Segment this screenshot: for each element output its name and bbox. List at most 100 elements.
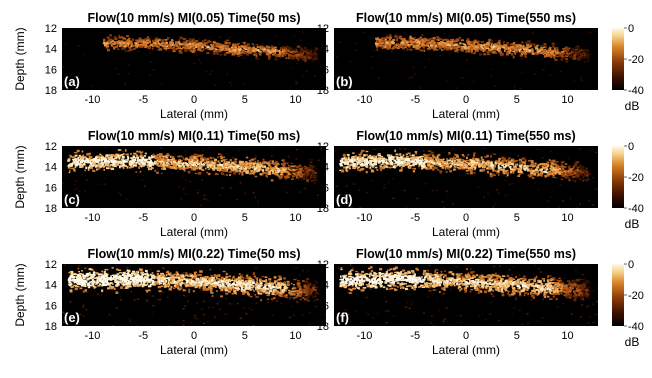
panel-b: Flow(10 mm/s) MI(0.05) Time(550 ms) (b) 12… (285, 11, 598, 121)
y-tick-label: 14 (317, 280, 329, 292)
vessel-band (62, 28, 319, 90)
panel-label: (a) (64, 74, 80, 89)
colorbar-unit-label: dB (625, 217, 640, 231)
x-tick-label: -10 (85, 94, 101, 106)
panel-title: Flow(10 mm/s) MI(0.05) Time(550 ms) (356, 11, 576, 25)
colorbar-tick-label: -40 (628, 321, 644, 333)
colorbar-scale (612, 146, 624, 208)
x-tick-label: 5 (242, 212, 248, 224)
y-tick-label: 18 (317, 321, 329, 333)
colorbar-3: 0 -20 -40 dB (612, 259, 644, 349)
panel-a: Flow(10 mm/s) MI(0.05) Time(50 ms) (a) 12 1… (13, 11, 326, 121)
y-tick-label: 16 (317, 64, 329, 76)
y-tick-label: 14 (317, 44, 329, 56)
x-tick-label: -10 (85, 330, 101, 342)
y-axis-label: Depth (mm) (285, 263, 299, 326)
x-tick-label: 5 (514, 94, 520, 106)
panel-label: (c) (64, 192, 80, 207)
y-axis-label: Depth (mm) (13, 27, 27, 90)
x-axis-label: Lateral (mm) (160, 343, 228, 357)
colorbar-tick-label: 0 (628, 23, 634, 35)
y-tick-label: 18 (317, 85, 329, 97)
panel-e: Flow(10 mm/s) MI(0.22) Time(50 ms) (e) 12 1… (13, 247, 326, 357)
x-tick-label: 10 (561, 94, 573, 106)
colorbar-1: 0 -20 -40 dB (612, 23, 644, 113)
x-tick-label: -10 (85, 212, 101, 224)
y-tick-label: 12 (45, 141, 57, 153)
y-tick-label: 14 (45, 44, 57, 56)
y-axis-label: Depth (mm) (13, 145, 27, 208)
colorbar-tick-label: 0 (628, 259, 634, 271)
y-axis-label: Depth (mm) (285, 145, 299, 208)
colorbar-scale (612, 264, 624, 326)
x-axis-label: Lateral (mm) (160, 225, 228, 239)
y-tick-label: 18 (317, 203, 329, 215)
y-tick-label: 16 (45, 182, 57, 194)
y-tick-label: 16 (45, 64, 57, 76)
x-tick-label: -5 (138, 94, 148, 106)
x-tick-label: 0 (463, 212, 469, 224)
x-tick-label: -5 (410, 330, 420, 342)
y-tick-label: 12 (317, 23, 329, 35)
panel-title: Flow(10 mm/s) MI(0.22) Time(50 ms) (87, 247, 300, 261)
x-tick-label: 0 (191, 212, 197, 224)
y-tick-label: 16 (317, 300, 329, 312)
x-tick-label: -5 (410, 212, 420, 224)
panel-label: (e) (64, 310, 80, 325)
panel-title: Flow(10 mm/s) MI(0.11) Time(550 ms) (356, 129, 575, 143)
x-tick-label: 5 (242, 330, 248, 342)
x-tick-label: 0 (191, 330, 197, 342)
x-axis-label: Lateral (mm) (432, 107, 500, 121)
x-tick-label: 0 (191, 94, 197, 106)
y-tick-label: 14 (45, 280, 57, 292)
x-tick-label: 10 (561, 330, 573, 342)
panel-d: Flow(10 mm/s) MI(0.11) Time(550 ms) (d) 12… (285, 129, 598, 239)
x-axis-label: Lateral (mm) (432, 343, 500, 357)
x-axis-label: Lateral (mm) (160, 107, 228, 121)
vessel-band (334, 147, 598, 208)
y-tick-label: 12 (45, 23, 57, 35)
colorbar-tick-label: -20 (628, 290, 644, 302)
panel-title: Flow(10 mm/s) MI(0.22) Time(550 ms) (356, 247, 576, 261)
y-tick-label: 12 (45, 259, 57, 271)
x-tick-label: -5 (138, 330, 148, 342)
panel-label: (f) (336, 310, 349, 325)
x-axis-label: Lateral (mm) (432, 225, 500, 239)
x-tick-label: -10 (357, 94, 373, 106)
y-axis-label: Depth (mm) (13, 263, 27, 326)
colorbar-scale (612, 28, 624, 90)
x-tick-label: -5 (410, 94, 420, 106)
panel-label: (b) (336, 74, 353, 89)
image-area (334, 28, 598, 90)
x-tick-label: 10 (289, 212, 301, 224)
panel-f: Flow(10 mm/s) MI(0.22) Time(550 ms) (f) 12… (285, 247, 598, 357)
y-tick-label: 18 (45, 85, 57, 97)
image-area (334, 146, 598, 208)
y-tick-label: 16 (45, 300, 57, 312)
colorbar-tick-label: -40 (628, 85, 644, 97)
x-tick-label: 0 (463, 330, 469, 342)
colorbar-tick-label: -40 (628, 203, 644, 215)
colorbar-unit-label: dB (625, 99, 640, 113)
y-tick-label: 12 (317, 141, 329, 153)
x-tick-label: 10 (289, 94, 301, 106)
x-tick-label: -10 (357, 212, 373, 224)
vessel-band (62, 264, 326, 326)
vessel-band (62, 146, 326, 206)
x-tick-label: 10 (561, 212, 573, 224)
y-tick-label: 14 (45, 162, 57, 174)
vessel-band (336, 264, 598, 326)
panel-label: (d) (336, 192, 353, 207)
colorbar-tick-label: 0 (628, 141, 634, 153)
x-tick-label: 10 (289, 330, 301, 342)
x-tick-label: 5 (242, 94, 248, 106)
x-tick-label: -10 (357, 330, 373, 342)
vessel-band (334, 29, 592, 90)
image-area (62, 28, 326, 90)
colorbar-tick-label: -20 (628, 172, 644, 184)
x-tick-label: 0 (463, 94, 469, 106)
y-tick-label: 12 (317, 259, 329, 271)
y-tick-label: 16 (317, 182, 329, 194)
panel-c: Flow(10 mm/s) MI(0.11) Time(50 ms) (c) 12 1… (13, 129, 326, 239)
